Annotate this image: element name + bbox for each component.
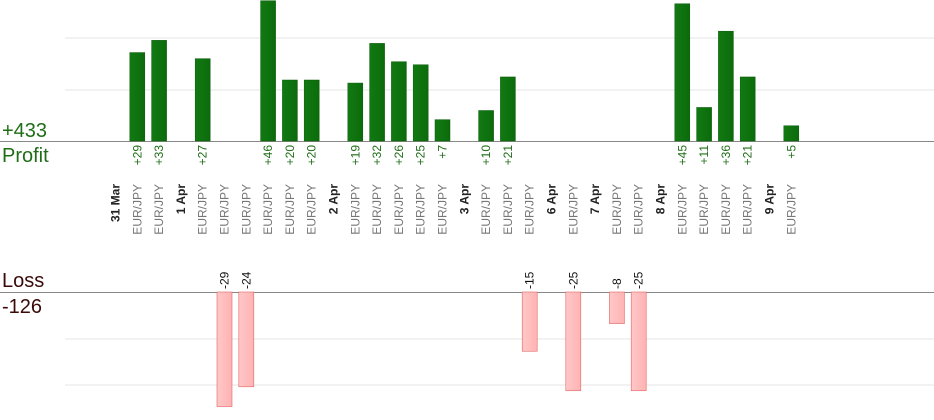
loss-value-label: -25	[566, 271, 580, 289]
profit-bar	[718, 30, 734, 142]
profit-value-label: +32	[370, 145, 384, 166]
profit-bar	[674, 3, 691, 142]
pair-label: EUR/JPY	[239, 184, 253, 235]
pair-label: EUR/JPY	[675, 184, 689, 235]
loss-value-label: -29	[218, 271, 232, 289]
profit-value-label: +46	[261, 145, 275, 166]
profit-bar	[260, 0, 276, 142]
profit-bar	[434, 119, 451, 142]
pair-label: EUR/JPY	[632, 184, 646, 235]
date-label: 6 Apr	[545, 184, 559, 215]
profit-value-label: +21	[501, 145, 515, 166]
profit-value-label: +5	[784, 145, 798, 159]
loss-value-label: -25	[632, 271, 646, 289]
profit-bar	[696, 107, 712, 142]
profit-bar	[783, 125, 800, 142]
bar-labels: +29 +33 +27 -29 -24 +46 +20 +20 +19 +32 +26 +25 +7 +1…	[130, 145, 798, 289]
date-label: 7 Apr	[588, 184, 602, 215]
pair-label: EUR/JPY	[784, 184, 798, 235]
date-label: 8 Apr	[654, 184, 668, 215]
pair-label: EUR/JPY	[392, 184, 406, 235]
loss-total: -126	[2, 296, 43, 318]
date-label: 9 Apr	[763, 184, 777, 215]
pair-label: EUR/JPY	[741, 184, 755, 235]
pair-label: EUR/JPY	[523, 184, 537, 235]
loss-value-label: -24	[239, 271, 253, 289]
pair-label: EUR/JPY	[218, 184, 232, 235]
profit-total: +433	[2, 120, 48, 142]
loss-bar	[609, 291, 625, 324]
profit-bar	[412, 64, 429, 142]
pair-label: EUR/JPY	[305, 184, 319, 235]
loss-bar	[216, 291, 233, 407]
pair-label: EUR/JPY	[152, 184, 166, 235]
profit-value-label: +20	[283, 145, 297, 166]
pair-label: EUR/JPY	[436, 184, 450, 235]
loss-bar	[630, 291, 647, 392]
pair-label: EUR/JPY	[414, 184, 428, 235]
pair-label: EUR/JPY	[370, 184, 384, 235]
profit-value-label: +33	[152, 145, 166, 166]
profit-label: Profit	[2, 145, 49, 167]
date-label: 3 Apr	[457, 184, 471, 215]
profit-value-label: +45	[675, 145, 689, 166]
pair-label: EUR/JPY	[501, 184, 515, 235]
loss-value-label: -8	[610, 278, 624, 289]
profit-bar	[347, 82, 364, 142]
loss-bar	[521, 291, 538, 352]
profit-value-label: +29	[130, 145, 144, 166]
pair-label: EUR/JPY	[479, 184, 493, 235]
profit-value-label: +36	[719, 145, 733, 166]
loss-value-label: -15	[523, 271, 537, 289]
pair-label: EUR/JPY	[196, 184, 210, 235]
profit-value-label: +11	[697, 145, 711, 165]
pair-label: EUR/JPY	[566, 184, 580, 235]
date-label: 31 Mar	[109, 184, 123, 222]
profit-bar	[500, 76, 516, 142]
pair-label: EUR/JPY	[719, 184, 733, 235]
date-label: 1 Apr	[174, 184, 188, 215]
bars	[129, 0, 800, 407]
profit-value-label: +7	[436, 145, 450, 159]
loss-label: Loss	[2, 270, 45, 292]
profit-value-label: +10	[479, 145, 493, 166]
date-label: 2 Apr	[327, 184, 341, 215]
profit-bar	[478, 110, 494, 142]
pair-label: EUR/JPY	[610, 184, 624, 235]
pair-label: EUR/JPY	[130, 184, 144, 235]
pair-label: EUR/JPY	[348, 184, 362, 235]
loss-bar	[238, 291, 255, 388]
pair-label: EUR/JPY	[283, 184, 297, 235]
profit-value-label: +25	[414, 145, 428, 166]
profit-bar	[151, 40, 167, 142]
profit-bar	[739, 76, 756, 142]
loss-bar	[565, 291, 582, 392]
profit-bar	[303, 79, 320, 142]
pair-label: EUR/JPY	[261, 184, 275, 235]
profit-value-label: +19	[348, 145, 362, 166]
profit-value-label: +27	[196, 145, 210, 166]
profit-bar	[129, 52, 146, 142]
category-labels: 31 Mar EUR/JPY EUR/JPY 1 Apr EUR/JPY EUR/JPY E…	[109, 184, 799, 235]
pair-label: EUR/JPY	[697, 184, 711, 235]
profit-value-label: +20	[305, 145, 319, 166]
profit-bar	[194, 58, 211, 142]
profit-bar	[391, 61, 407, 142]
profit-value-label: +21	[741, 145, 755, 166]
profit-bar	[369, 43, 385, 142]
profit-value-label: +26	[392, 145, 406, 166]
profit-bar	[282, 79, 298, 142]
